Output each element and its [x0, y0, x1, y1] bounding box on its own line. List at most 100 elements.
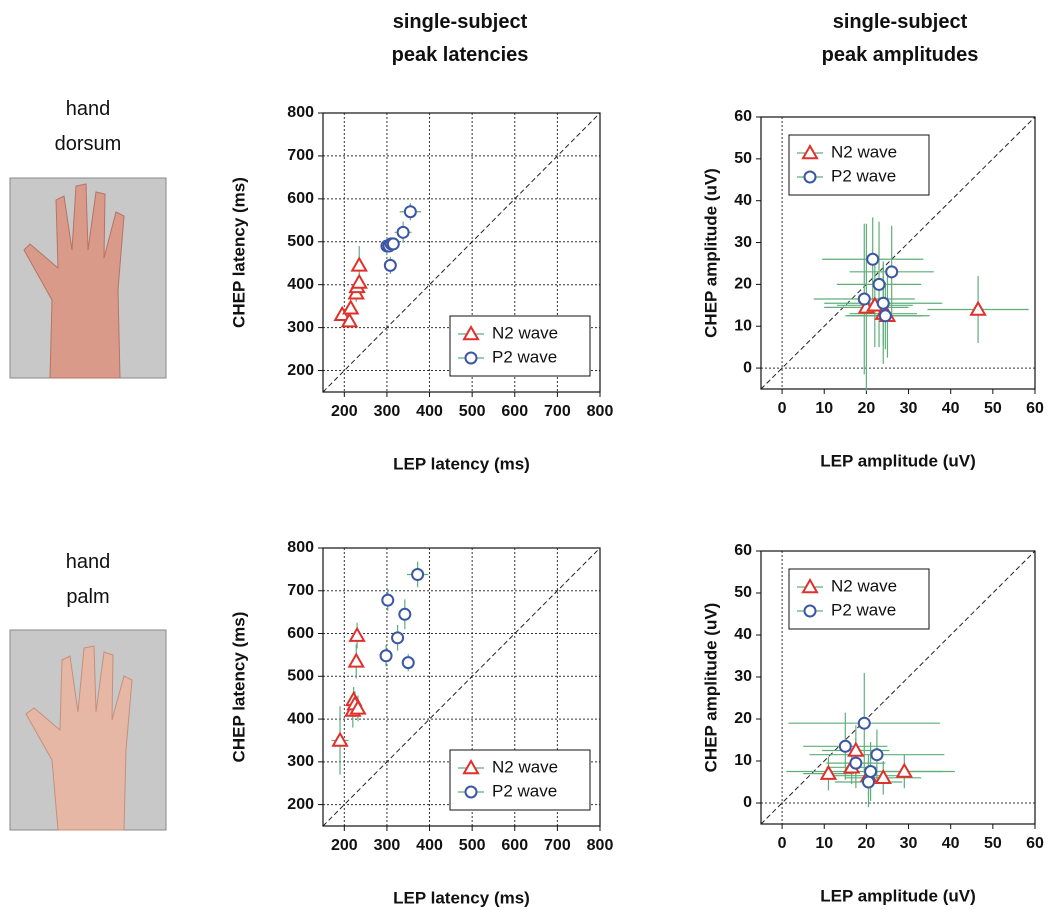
marker	[401, 656, 415, 670]
legend-label: N2 wave	[831, 576, 897, 595]
identity-line	[760, 116, 1036, 390]
x-tick-label: 500	[459, 403, 486, 420]
marker	[379, 649, 393, 663]
legend-label: P2 wave	[831, 600, 896, 619]
y-tick-label: 500	[287, 668, 314, 685]
x-tick-label: 60	[1026, 400, 1044, 417]
y-tick-label: 10	[734, 317, 752, 334]
legend-label: N2 wave	[831, 142, 897, 161]
y-tick-label: 400	[287, 710, 314, 727]
marker	[857, 716, 871, 730]
y-tick-label: 50	[734, 150, 752, 167]
marker	[870, 748, 884, 762]
y-axis-label: CHEP amplitude (uV)	[701, 603, 720, 773]
x-tick-label: 30	[900, 835, 918, 852]
y-axis-label: CHEP latency (ms)	[229, 612, 248, 763]
x-tick-label: 600	[501, 403, 528, 420]
y-tick-label: 600	[287, 190, 314, 207]
marker	[819, 764, 838, 780]
x-tick-label: 600	[501, 837, 528, 854]
y-tick-label: 400	[287, 276, 314, 293]
y-tick-label: 200	[287, 362, 314, 379]
marker	[885, 265, 899, 279]
marker	[391, 631, 405, 645]
y-axis-label: CHEP amplitude (uV)	[701, 168, 720, 338]
x-tick-label: 500	[459, 837, 486, 854]
x-tick-label: 40	[942, 400, 960, 417]
y-tick-label: 800	[287, 104, 314, 121]
marker	[861, 775, 875, 789]
plot-frame	[322, 547, 601, 827]
marker	[349, 699, 367, 715]
plot-frame	[760, 550, 1036, 825]
legend-box	[788, 568, 930, 630]
column-title: single-subject peak amplitudes	[821, 11, 979, 66]
x-tick-label: 30	[900, 400, 918, 417]
marker	[969, 300, 987, 316]
column-title: single-subject peak latencies	[391, 11, 529, 66]
x-tick-label: 700	[544, 837, 571, 854]
y-tick-label: 50	[734, 584, 752, 601]
marker	[348, 626, 366, 642]
marker	[396, 225, 410, 239]
marker	[386, 237, 400, 251]
legend-label: N2 wave	[492, 323, 558, 342]
x-axis-label: LEP amplitude (uV)	[820, 451, 976, 470]
y-axis-label: CHEP latency (ms)	[229, 177, 248, 328]
legend-marker	[801, 143, 819, 160]
x-tick-label: 10	[815, 400, 833, 417]
x-tick-label: 400	[416, 837, 443, 854]
marker	[340, 312, 359, 328]
y-tick-label: 700	[287, 582, 314, 599]
marker	[398, 607, 412, 621]
x-tick-label: 60	[1026, 835, 1044, 852]
marker	[350, 273, 368, 289]
y-tick-label: 30	[734, 234, 752, 251]
legend-marker	[803, 170, 817, 184]
x-tick-label: 400	[416, 403, 443, 420]
y-tick-label: 30	[734, 668, 752, 685]
x-tick-label: 300	[374, 837, 401, 854]
x-tick-label: 50	[984, 835, 1002, 852]
marker	[857, 292, 871, 306]
marker	[895, 762, 914, 778]
y-tick-label: 600	[287, 625, 314, 642]
marker	[849, 756, 863, 770]
legend-marker	[462, 324, 480, 341]
legend-box	[788, 134, 930, 196]
legend-box	[449, 749, 591, 811]
y-tick-label: 40	[734, 192, 752, 209]
plot-frame	[322, 112, 601, 393]
y-tick-label: 300	[287, 753, 314, 770]
marker	[411, 568, 425, 582]
y-tick-label: 500	[287, 233, 314, 250]
y-tick-label: 800	[287, 539, 314, 556]
y-tick-label: 0	[743, 359, 752, 376]
x-tick-label: 20	[857, 400, 875, 417]
y-tick-label: 20	[734, 710, 752, 727]
plot-frame	[760, 116, 1036, 390]
marker	[864, 765, 878, 778]
legend-label: P2 wave	[492, 781, 557, 800]
row-label: hand palm	[65, 551, 111, 608]
legend-label: P2 wave	[492, 347, 557, 366]
y-tick-label: 10	[734, 752, 752, 769]
marker	[381, 593, 395, 607]
y-tick-label: 200	[287, 796, 314, 813]
x-tick-label: 800	[587, 837, 614, 854]
marker	[838, 739, 852, 753]
y-tick-label: 20	[734, 276, 752, 293]
x-tick-label: 20	[857, 835, 875, 852]
x-tick-label: 0	[778, 400, 787, 417]
y-tick-label: 0	[743, 794, 752, 811]
x-tick-label: 700	[544, 403, 571, 420]
marker	[847, 741, 865, 757]
x-tick-label: 200	[331, 403, 358, 420]
x-tick-label: 50	[984, 400, 1002, 417]
legend-label: N2 wave	[492, 757, 558, 776]
marker	[341, 299, 360, 315]
y-tick-label: 300	[287, 319, 314, 336]
marker	[383, 258, 397, 272]
y-tick-label: 60	[734, 542, 752, 559]
